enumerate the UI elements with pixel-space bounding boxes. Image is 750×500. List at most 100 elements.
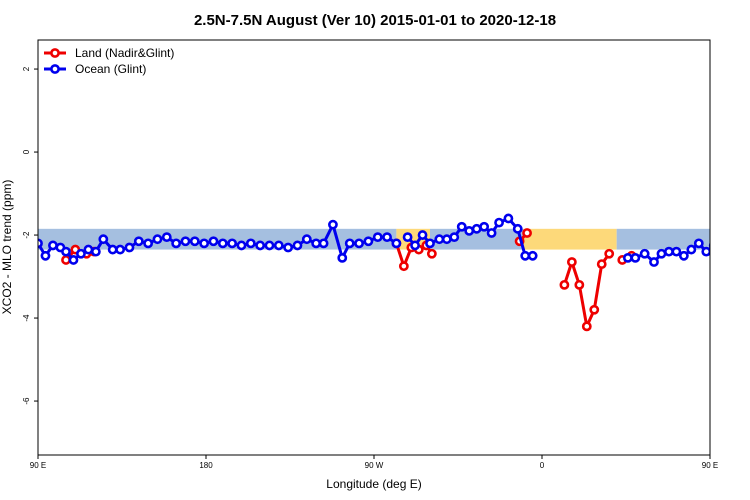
- ocean-point: [410, 240, 420, 251]
- land-point: [559, 279, 570, 290]
- ocean-point: [344, 238, 355, 249]
- ocean-point: [115, 244, 126, 255]
- x-axis: 90 E 180 90 W 0 90 E: [30, 455, 718, 470]
- ocean-point: [671, 246, 682, 257]
- ocean-point: [217, 238, 228, 249]
- ocean-point: [733, 256, 740, 263]
- ocean-point: [425, 238, 435, 249]
- ocean-point: [311, 238, 322, 249]
- land-point: [566, 257, 577, 267]
- ocean-point: [227, 238, 238, 249]
- ocean-point: [649, 257, 659, 267]
- ocean-point: [639, 248, 650, 259]
- ocean-point: [133, 236, 144, 247]
- ocean-point: [61, 246, 71, 257]
- ocean-point: [622, 252, 633, 263]
- ocean-point: [382, 232, 392, 243]
- ocean-point: [318, 238, 329, 249]
- land-point: [581, 321, 592, 332]
- ocean-point: [245, 238, 256, 249]
- ocean-point: [527, 250, 538, 261]
- ocean-point: [354, 238, 364, 249]
- ocean-point: [90, 246, 101, 257]
- x-tick-label: 180: [199, 461, 213, 470]
- ocean-point: [152, 234, 163, 245]
- ocean-point: [328, 219, 338, 230]
- ocean-point: [664, 246, 674, 257]
- legend: Land (Nadir&Glint) Ocean (Glint): [44, 46, 174, 76]
- ocean-point: [693, 238, 704, 249]
- ocean-point: [283, 242, 294, 253]
- ocean-point: [76, 248, 86, 259]
- ocean-point: [189, 236, 200, 247]
- ocean-point: [337, 252, 348, 263]
- ocean-point: [434, 234, 445, 245]
- ocean-point: [301, 234, 312, 245]
- ocean-point: [208, 236, 219, 247]
- ocean-point: [292, 240, 303, 251]
- ocean-point: [255, 240, 266, 251]
- ocean-point: [83, 244, 94, 255]
- ocean-point: [273, 240, 284, 251]
- land-point: [398, 261, 409, 272]
- ocean-point: [417, 230, 428, 240]
- ocean-point: [107, 244, 118, 255]
- ocean-point: [68, 255, 79, 265]
- ocean-point: [486, 228, 497, 238]
- y-axis-label: XCO2 - MLO trend (ppm): [0, 180, 14, 315]
- ocean-point: [372, 232, 383, 243]
- ocean-point: [40, 250, 51, 261]
- ocean-point: [725, 246, 732, 253]
- ocean-point: [48, 240, 58, 251]
- land-point: [574, 279, 585, 290]
- land-point: [604, 248, 615, 259]
- land-point: [522, 228, 532, 238]
- ocean-point: [143, 238, 154, 249]
- y-tick-label: -2: [22, 231, 31, 239]
- ocean-point: [708, 242, 710, 249]
- ocean-point: [441, 234, 452, 245]
- y-axis: 2 0 -2 -4 -6: [22, 66, 38, 405]
- band-ocean-4: [616, 228, 710, 250]
- ocean-point: [686, 244, 697, 255]
- land-point: [426, 248, 437, 259]
- ocean-point: [512, 223, 523, 234]
- chart-title: 2.5N-7.5N August (Ver 10) 2015-01-01 to …: [194, 12, 556, 29]
- ocean-point: [199, 238, 210, 249]
- ocean-point: [520, 250, 531, 261]
- ocean-point: [124, 242, 135, 253]
- ocean-point: [161, 232, 172, 243]
- ocean-point: [701, 246, 710, 257]
- y-tick-label: -6: [22, 397, 31, 405]
- ocean-point: [471, 223, 482, 234]
- ocean-point: [479, 221, 490, 232]
- ocean-point: [678, 250, 689, 261]
- ocean-point: [464, 225, 475, 236]
- y-tick-label: 0: [22, 149, 31, 154]
- ocean-point: [494, 217, 504, 228]
- x-tick-label: 90 E: [702, 461, 718, 470]
- ocean-point: [236, 240, 247, 251]
- legend-ocean-label: Ocean (Glint): [75, 62, 146, 76]
- ocean-point: [363, 236, 374, 247]
- legend-land-label: Land (Nadir&Glint): [75, 46, 174, 60]
- ocean-point: [449, 232, 460, 243]
- ocean-point: [740, 250, 747, 257]
- ocean-point: [171, 238, 182, 249]
- ocean-point: [718, 244, 725, 251]
- x-axis-label: Longitude (deg E): [326, 477, 421, 491]
- legend-land-marker: [50, 48, 60, 58]
- x-tick-label: 0: [540, 461, 545, 470]
- y-tick-label: -4: [22, 314, 31, 322]
- series-layer: [38, 213, 747, 332]
- x-tick-label: 90 W: [365, 461, 384, 470]
- ocean-point: [456, 221, 467, 232]
- x-tick-label: 90 E: [30, 461, 46, 470]
- band-land-3: [523, 228, 617, 250]
- ocean-point: [264, 240, 275, 251]
- ocean-point: [402, 232, 413, 243]
- ocean-point: [630, 252, 641, 263]
- land-point: [596, 259, 607, 269]
- ocean-point: [503, 213, 514, 224]
